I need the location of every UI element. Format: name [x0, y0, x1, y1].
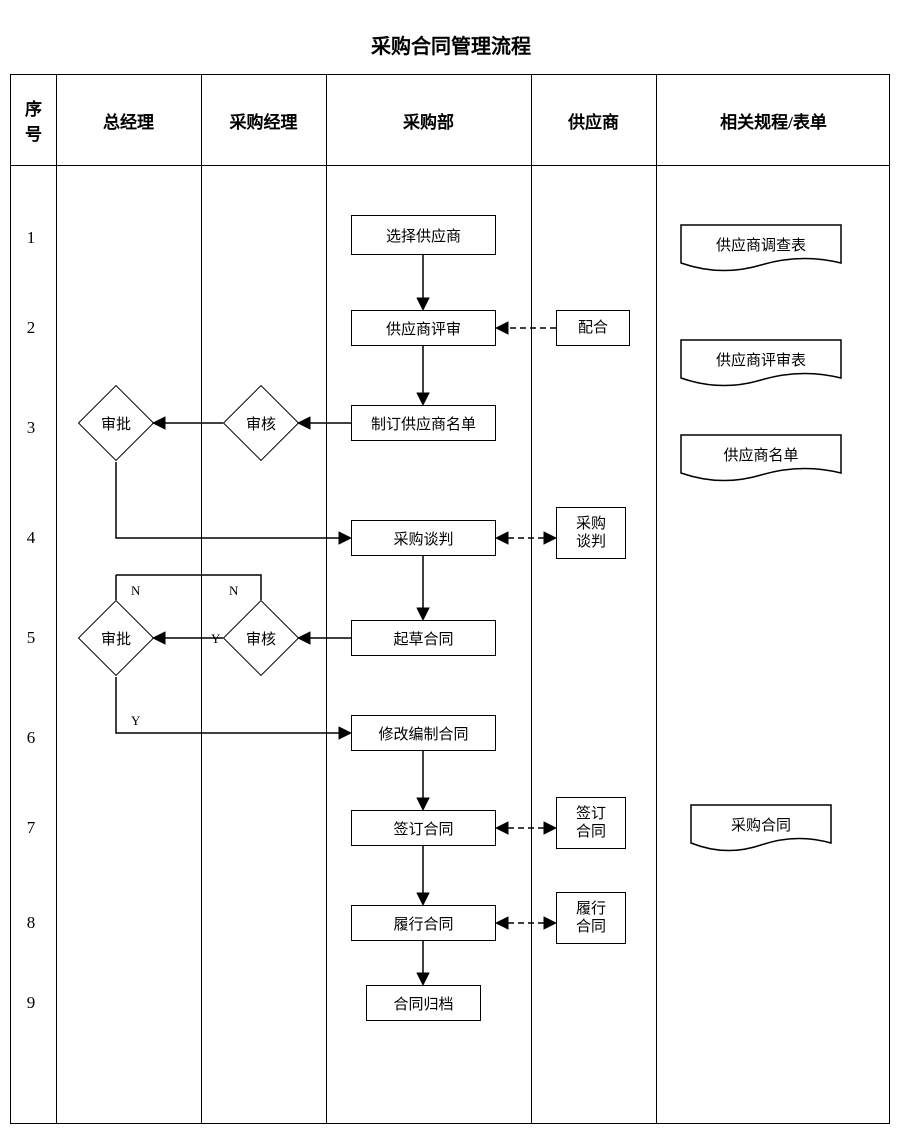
col-divider: [326, 75, 327, 1123]
row-num: 1: [11, 228, 51, 248]
proc-negotiate: 采购谈判: [351, 520, 496, 556]
col-divider: [531, 75, 532, 1123]
row-num: 8: [11, 913, 51, 933]
col-head-doc: 相关规程/表单: [656, 75, 891, 165]
col-head-gm: 总经理: [56, 75, 201, 165]
col-head-pd: 采购部: [326, 75, 531, 165]
label-Y: Y: [211, 631, 220, 647]
doc-review-form: 供应商评审表: [681, 340, 841, 378]
proc-archive-contract: 合同归档: [366, 985, 481, 1021]
proc-execute-contract: 履行合同: [351, 905, 496, 941]
proc-revise-contract: 修改编制合同: [351, 715, 496, 751]
decision-pm-review-3: 审核: [234, 396, 288, 450]
row-num: 3: [11, 418, 51, 438]
doc-supplier-list: 供应商名单: [681, 435, 841, 473]
decision-pm-review-5: 审核: [234, 611, 288, 665]
decision-gm-approve-3: 审批: [89, 396, 143, 450]
doc-survey-form: 供应商调查表: [681, 225, 841, 263]
sup-execute: 履行 合同: [556, 892, 626, 944]
label-N: N: [229, 583, 238, 599]
col-divider: [56, 75, 57, 1123]
decision-gm-approve-5: 审批: [89, 611, 143, 665]
row-num: 2: [11, 318, 51, 338]
proc-review-supplier: 供应商评审: [351, 310, 496, 346]
col-divider: [656, 75, 657, 1123]
row-num: 7: [11, 818, 51, 838]
col-divider: [201, 75, 202, 1123]
sup-negotiate: 采购 谈判: [556, 507, 626, 559]
sup-sign: 签订 合同: [556, 797, 626, 849]
col-head-seq: 序 号: [11, 85, 56, 155]
row-num: 9: [11, 993, 51, 1013]
page-title: 采购合同管理流程: [10, 30, 892, 59]
row-num: 5: [11, 628, 51, 648]
proc-sign-contract: 签订合同: [351, 810, 496, 846]
col-head-pm: 采购经理: [201, 75, 326, 165]
proc-draft-contract: 起草合同: [351, 620, 496, 656]
col-head-sup: 供应商: [531, 75, 656, 165]
proc-make-list: 制订供应商名单: [351, 405, 496, 441]
label-Y: Y: [131, 713, 140, 729]
row-num: 6: [11, 728, 51, 748]
label-N: N: [131, 583, 140, 599]
row-num: 4: [11, 528, 51, 548]
header-divider: [11, 165, 889, 166]
doc-contract: 采购合同: [691, 805, 831, 843]
proc-select-supplier: 选择供应商: [351, 215, 496, 255]
sup-cooperate: 配合: [556, 310, 630, 346]
swimlane-canvas: 序 号 总经理 采购经理 采购部 供应商 相关规程/表单 1 2 3 4 5 6…: [10, 74, 890, 1124]
